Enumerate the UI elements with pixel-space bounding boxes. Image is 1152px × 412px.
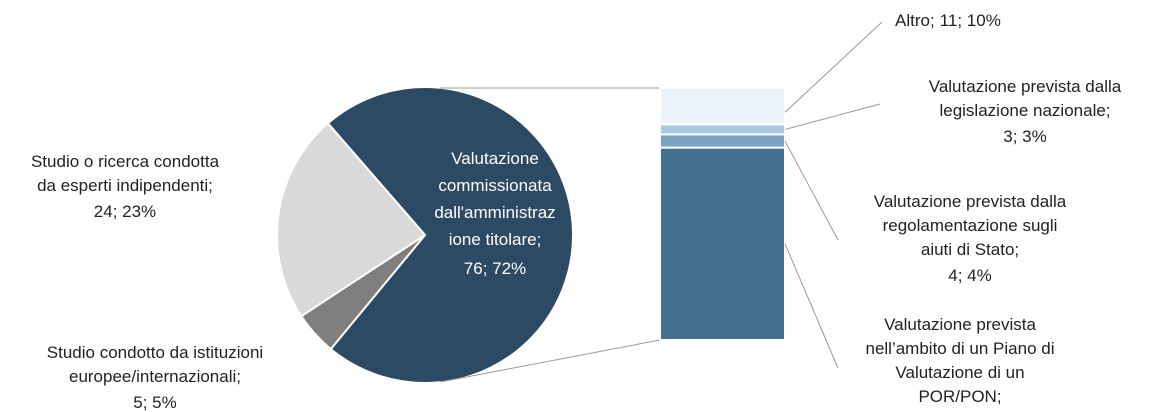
value-label: 76; 72% (464, 259, 526, 278)
leader-line (784, 243, 839, 369)
label-line: Valutazione (451, 149, 539, 168)
label-line: nell’ambito di un Piano di (865, 339, 1054, 358)
label-line: Studio condotto da istituzioni (47, 343, 263, 362)
leader-line (784, 21, 883, 113)
pie-slice (326, 86, 574, 384)
label-line: aiuti di Stato; (921, 240, 1019, 259)
bar-segment (659, 123, 786, 136)
label-line: Valutazione prevista (884, 315, 1036, 334)
bar-segment (659, 146, 786, 341)
label-line: da esperti indipendenti; (37, 176, 213, 195)
bar-segment (659, 87, 786, 126)
data-label: Valutazione prevista nell’ambito di un Pi… (865, 315, 1054, 412)
label-line: regolamentazione sugli (883, 216, 1058, 235)
data-label: Altro; 11; 10% (895, 11, 1001, 30)
value-label: 24; 23% (94, 202, 156, 221)
label-line: POR/PON; (918, 387, 1001, 406)
data-label: Valutazione prevista dalla regolamentazio… (874, 192, 1067, 285)
data-label: Studio condotto da istituzioni europee/in… (47, 343, 263, 412)
label-line: ione titolare; (449, 230, 542, 249)
label-line: commissionata (438, 176, 552, 195)
value-label: 5; 5% (133, 393, 176, 412)
data-label: Valutazione prevista dalla legislazione n… (929, 77, 1122, 146)
value-label: 3; 3% (1003, 127, 1046, 146)
label-line: dall'amministraz (434, 203, 555, 222)
label-line: europee/internazionali; (69, 367, 241, 386)
leader-line (784, 103, 881, 130)
leader-line (784, 140, 839, 241)
value-label: 4; 4% (948, 266, 991, 285)
pie-slice (276, 121, 427, 318)
bar-segment (659, 133, 786, 149)
data-label: Valutazione commissionata dall'amministraz… (434, 149, 555, 278)
data-label: Studio o ricerca condotta da esperti indi… (31, 152, 220, 221)
label-line: Studio o ricerca condotta (31, 152, 220, 171)
label-line: Altro; (895, 11, 935, 30)
label-line: legislazione nazionale; (939, 101, 1110, 120)
value-label: 11; 10% (940, 11, 1001, 30)
label-line: Valutazione di un (895, 363, 1024, 382)
label-line: Valutazione prevista dalla (929, 77, 1122, 96)
label-line: Valutazione prevista dalla (874, 192, 1067, 211)
connector (439, 339, 661, 383)
